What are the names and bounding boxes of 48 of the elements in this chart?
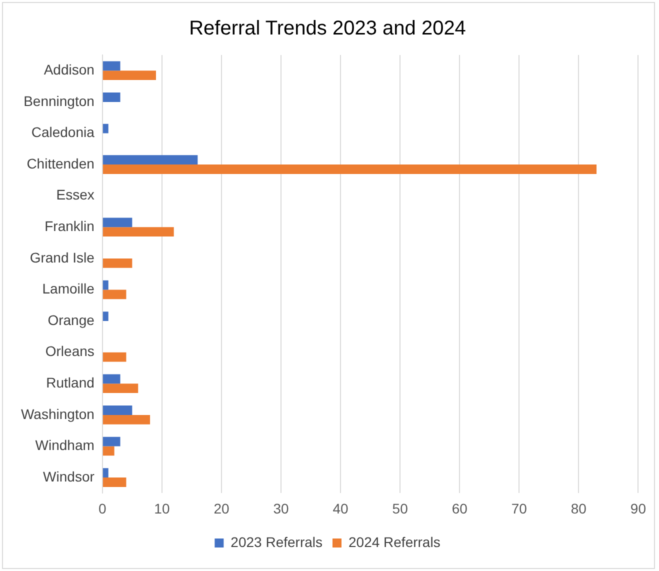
x-tick-label: 20 bbox=[214, 500, 230, 516]
y-tick-label: Chittenden bbox=[26, 155, 94, 172]
y-tick-label: Addison bbox=[44, 62, 94, 78]
x-tick-label: 80 bbox=[570, 500, 587, 516]
bar bbox=[102, 218, 132, 228]
bar bbox=[102, 124, 108, 134]
x-tick-label: 40 bbox=[332, 500, 349, 516]
y-tick-label: Franklin bbox=[44, 218, 94, 234]
bar bbox=[102, 446, 114, 456]
x-tick-label: 10 bbox=[154, 500, 170, 516]
y-tick-label: Windsor bbox=[43, 468, 95, 484]
y-tick-label: Caledonia bbox=[31, 124, 95, 140]
y-tick-label: Bennington bbox=[24, 92, 94, 109]
bar bbox=[102, 414, 150, 424]
bar bbox=[102, 468, 108, 478]
x-tick-label: 0 bbox=[98, 500, 107, 516]
bar bbox=[102, 280, 108, 290]
y-tick-label: Lamoille bbox=[42, 280, 95, 297]
y-tick-label: Orleans bbox=[45, 343, 94, 360]
bar bbox=[102, 374, 120, 384]
bar bbox=[102, 406, 132, 415]
bar bbox=[102, 92, 120, 102]
y-tick-label: Windham bbox=[35, 437, 94, 454]
legend-label: 2023 Referrals bbox=[230, 534, 322, 550]
y-tick-label: Rutland bbox=[46, 374, 94, 391]
bar bbox=[102, 290, 126, 300]
bar bbox=[102, 70, 156, 80]
bar bbox=[102, 384, 138, 394]
x-tick-label: 90 bbox=[630, 500, 646, 516]
chart-title: Referral Trends 2023 and 2024 bbox=[189, 18, 466, 40]
legend-label: 2024 Referrals bbox=[348, 534, 440, 550]
bar bbox=[102, 61, 120, 71]
bar bbox=[102, 436, 120, 446]
x-tick-label: 60 bbox=[452, 500, 468, 516]
y-tick-label: Grand Isle bbox=[30, 249, 95, 266]
x-tick-label: 70 bbox=[511, 500, 528, 516]
bar bbox=[102, 312, 108, 322]
bar bbox=[102, 478, 126, 487]
bar bbox=[102, 227, 174, 237]
bar bbox=[102, 164, 597, 174]
bar bbox=[102, 155, 198, 165]
y-tick-label: Essex bbox=[56, 186, 94, 203]
y-tick-label: Washington bbox=[20, 406, 94, 422]
bar bbox=[102, 258, 132, 268]
x-tick-label: 50 bbox=[392, 500, 408, 516]
bar bbox=[102, 352, 126, 362]
y-tick-label: Orange bbox=[48, 312, 95, 328]
x-tick-label: 30 bbox=[273, 500, 290, 516]
